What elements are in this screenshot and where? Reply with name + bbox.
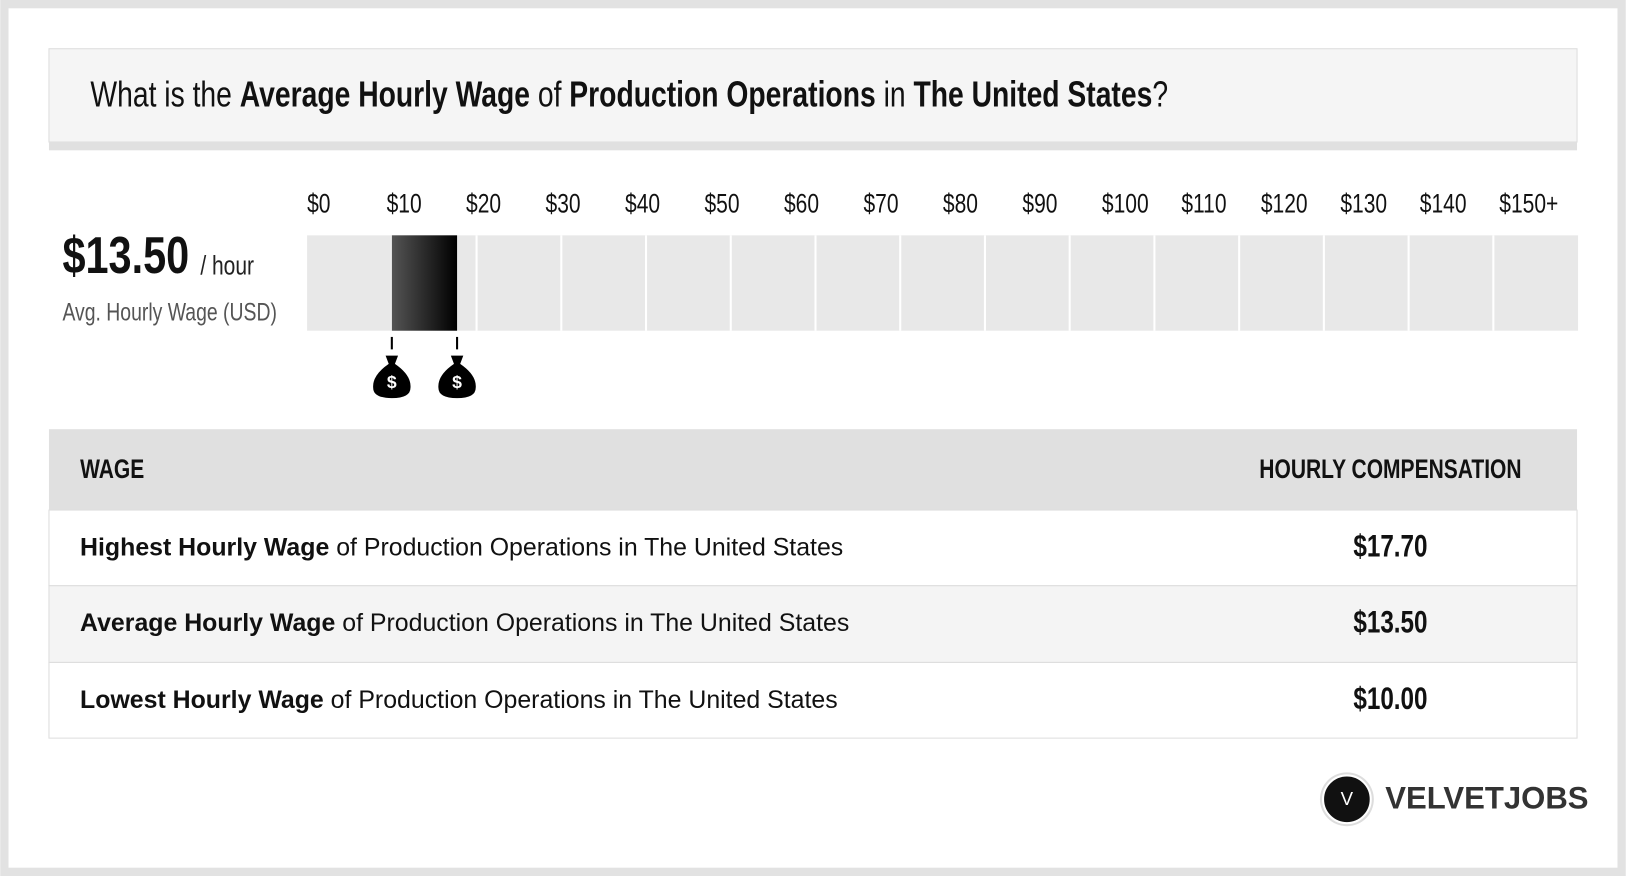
table-header bbox=[48, 429, 1578, 511]
x-tick-label: $130 bbox=[1340, 189, 1387, 219]
money-bag bbox=[438, 355, 476, 399]
row-label-bold: Highest Hourly Wage bbox=[80, 533, 329, 561]
x-tick-label: $120 bbox=[1261, 189, 1308, 219]
summary-unit: / hour bbox=[200, 251, 254, 281]
x-tick-label: $100 bbox=[1102, 189, 1149, 219]
table-row bbox=[48, 661, 1578, 739]
table-head: HOURLY COMPENSATION bbox=[1259, 454, 1521, 484]
logo bbox=[1322, 774, 1372, 825]
row-label: Average Hourly Wage of Production Operat… bbox=[80, 609, 849, 637]
x-tick-label: $90 bbox=[1022, 189, 1057, 219]
title-part: Average Hourly Wage bbox=[240, 74, 530, 114]
title: What is the Average Hourly Wage of Produ… bbox=[90, 74, 1168, 114]
x-tick-label: $40 bbox=[625, 189, 660, 219]
x-tick-label: $0 bbox=[307, 189, 330, 219]
x-tick-label: $140 bbox=[1420, 189, 1467, 219]
row-label-rest: of Production Operations in The United S… bbox=[329, 533, 843, 561]
x-tick-label: $110 bbox=[1181, 189, 1226, 219]
row-value: $10.00 bbox=[1353, 681, 1427, 716]
row-label-bold: Average Hourly Wage bbox=[80, 609, 335, 637]
summary-label: Avg. Hourly Wage (USD) bbox=[62, 298, 276, 326]
summary-value: $13.50 bbox=[62, 226, 189, 283]
track bbox=[307, 235, 1579, 331]
header-band bbox=[48, 142, 1578, 151]
money-bag bbox=[373, 355, 411, 399]
title-part: of bbox=[530, 74, 569, 114]
money-sign: $ bbox=[387, 372, 397, 392]
row-label: Lowest Hourly Wage of Production Operati… bbox=[80, 685, 838, 713]
title-part: ? bbox=[1152, 74, 1168, 114]
x-tick-label: $20 bbox=[466, 189, 501, 219]
title-part: What is the bbox=[90, 74, 239, 114]
range-bar bbox=[391, 235, 458, 331]
brand-name: VELVETJOBS bbox=[1385, 781, 1588, 816]
row-label-bold: Lowest Hourly Wage bbox=[80, 685, 324, 713]
row-label: Highest Hourly Wage of Production Operat… bbox=[80, 533, 843, 561]
row-label-rest: of Production Operations in The United S… bbox=[324, 685, 838, 713]
row-value: $17.70 bbox=[1353, 529, 1427, 564]
x-tick-label: $50 bbox=[704, 189, 739, 219]
x-tick-label: $60 bbox=[784, 189, 819, 219]
x-tick-label: $80 bbox=[943, 189, 978, 219]
money-sign: $ bbox=[452, 372, 462, 392]
logo-mark: V bbox=[1341, 788, 1354, 809]
x-tick-label: $30 bbox=[546, 189, 581, 219]
x-tick-label: $150+ bbox=[1499, 189, 1558, 219]
table-head: WAGE bbox=[80, 454, 144, 484]
title-part: in bbox=[876, 74, 914, 114]
header-box bbox=[48, 48, 1578, 143]
x-tick-label: $10 bbox=[387, 189, 422, 219]
row-label-rest: of Production Operations in The United S… bbox=[335, 609, 849, 637]
x-tick-label: $70 bbox=[863, 189, 898, 219]
title-part: The United States bbox=[913, 74, 1152, 114]
row-value: $13.50 bbox=[1353, 604, 1427, 639]
title-part: Production Operations bbox=[569, 74, 875, 114]
